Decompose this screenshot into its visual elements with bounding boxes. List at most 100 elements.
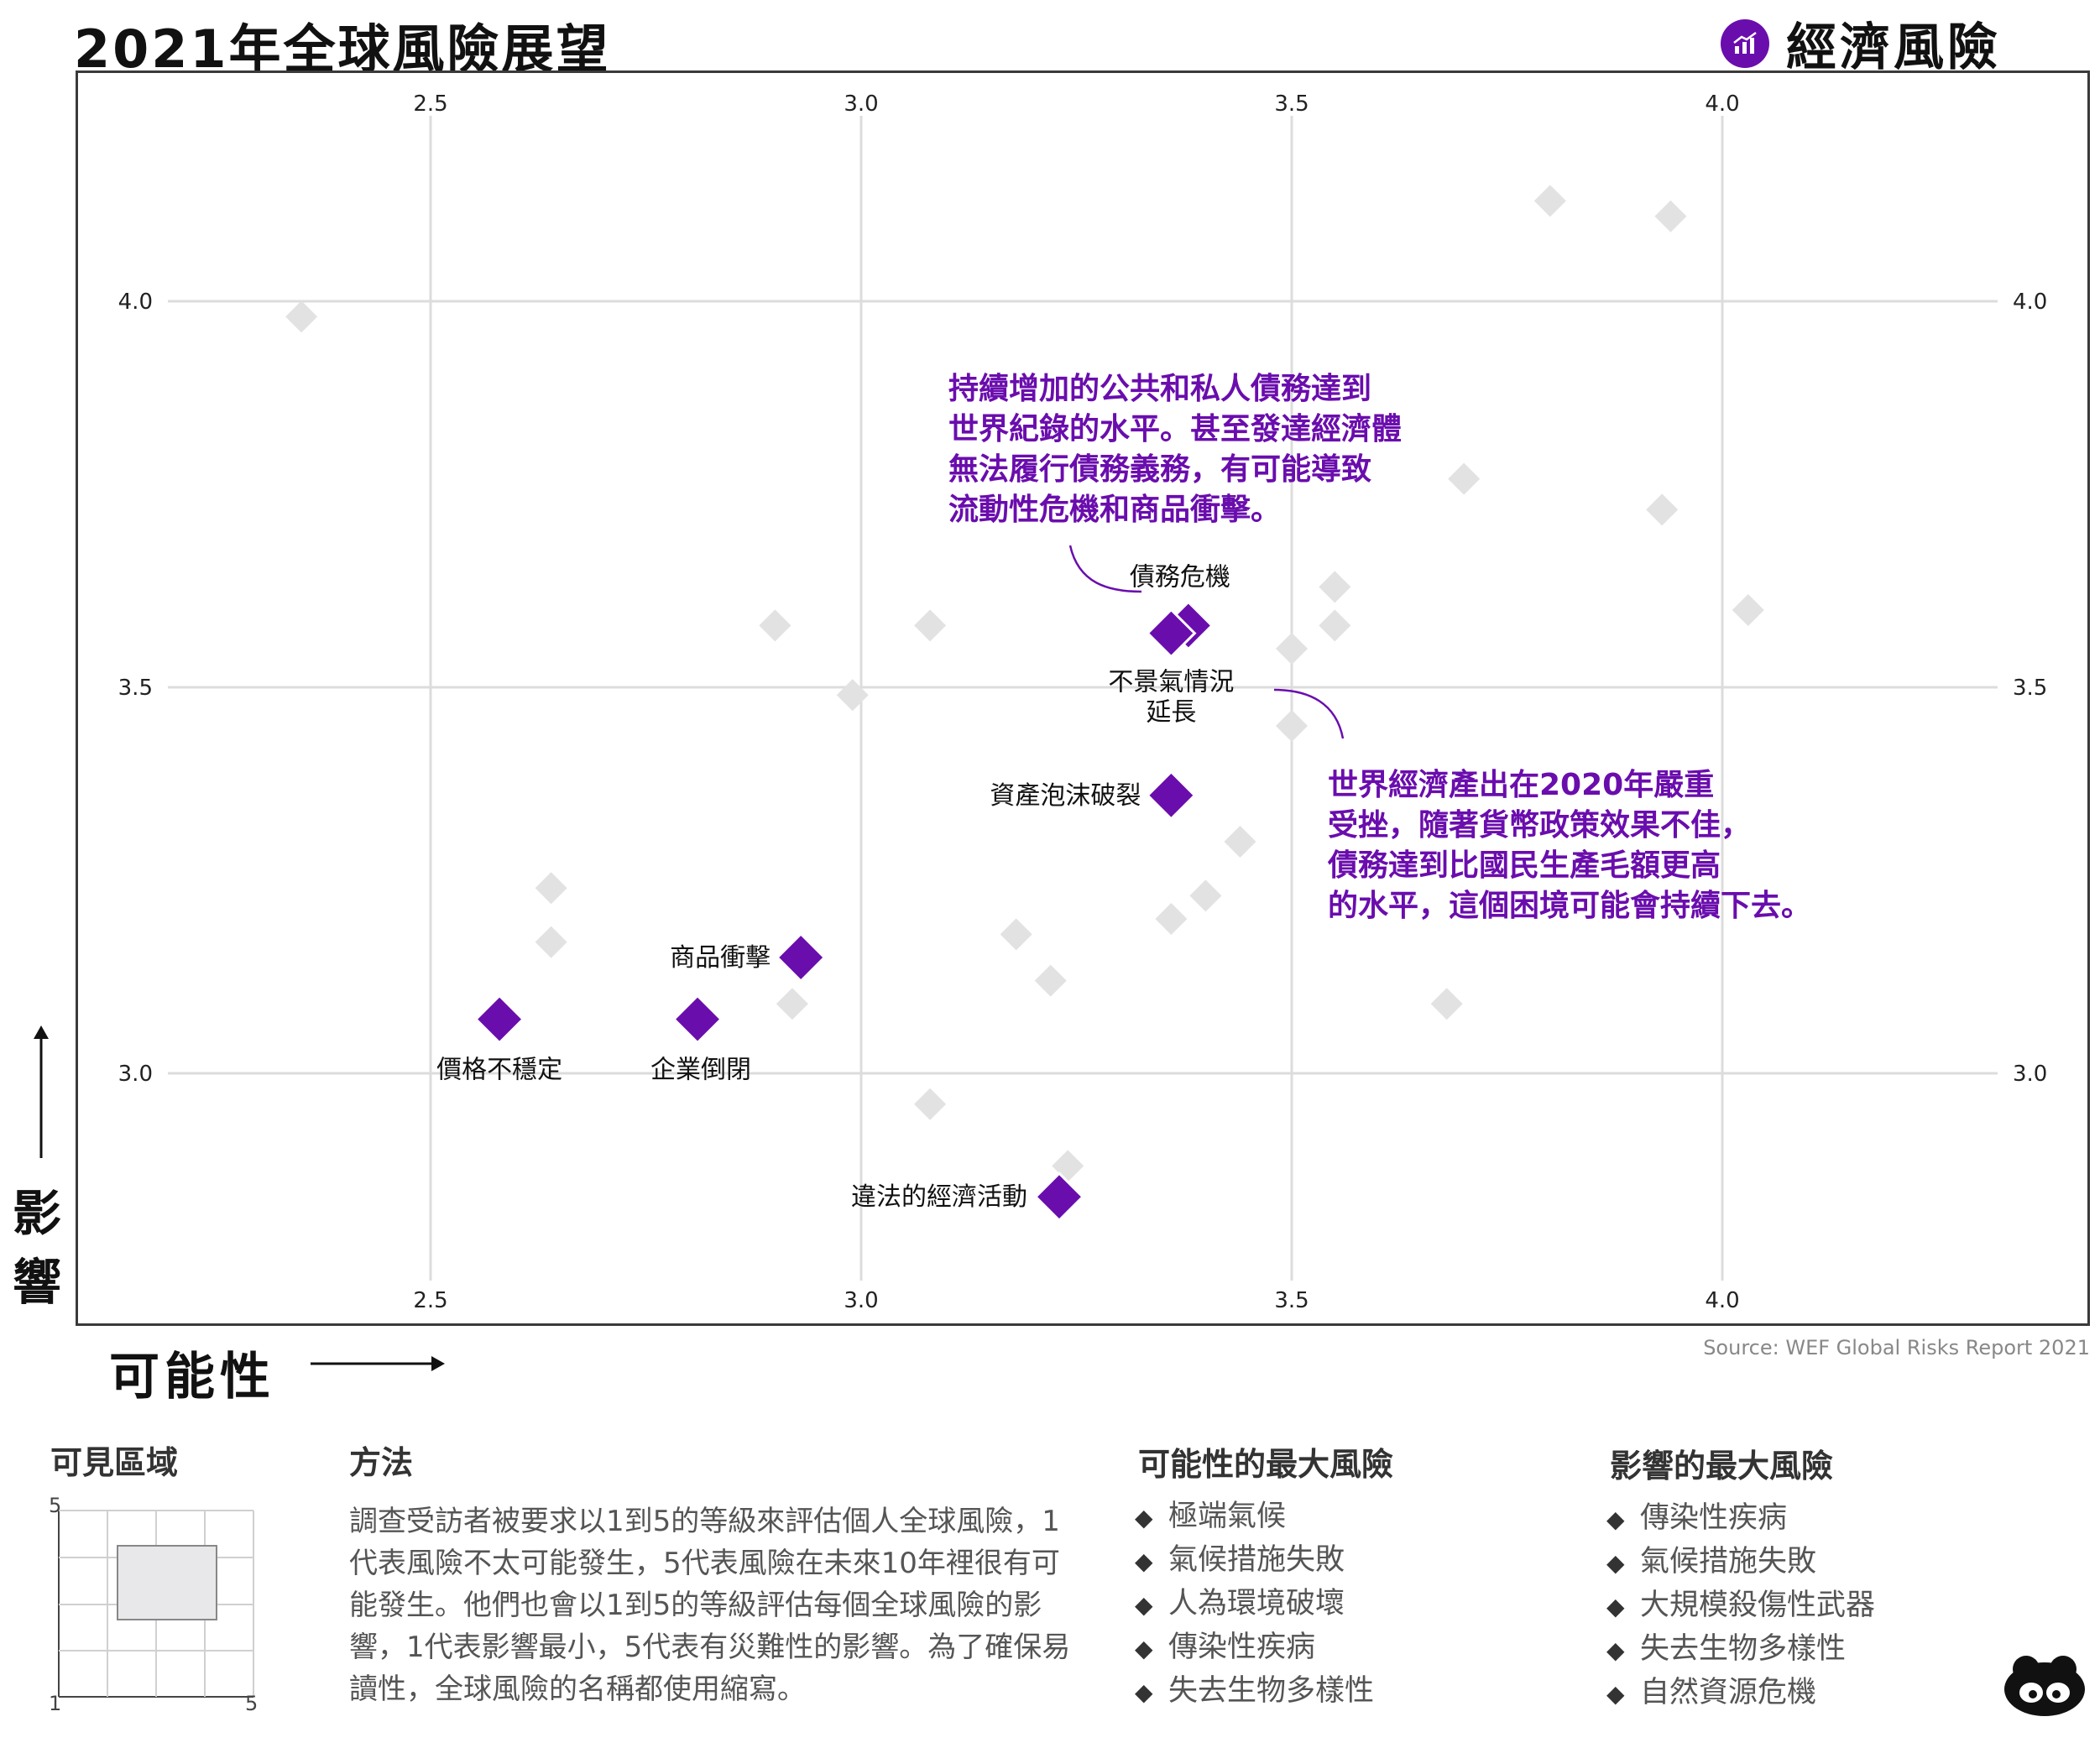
visible-area-max-label: 5 <box>49 1494 62 1517</box>
risk-point <box>1430 988 1463 1020</box>
risk-point <box>836 679 869 712</box>
y-tick-label-right: 3.5 <box>2013 676 2047 701</box>
risk-point <box>1000 918 1032 951</box>
annotation-connectors <box>1068 545 1345 739</box>
y-tick-label-left: 4.0 <box>118 290 153 315</box>
chart-icon <box>1721 18 1769 68</box>
y-tick-label-left: 3.0 <box>118 1062 153 1087</box>
x-tick-label-top: 3.0 <box>844 91 878 117</box>
y-axis-title: 影響 <box>12 1185 61 1311</box>
diamond-bullet-icon: ◆ <box>1135 1678 1153 1706</box>
x-tick-label-top: 4.0 <box>1705 91 1739 117</box>
annotation-output: 世界經濟產出在2020年嚴重 受挫，隨著貨幣政策效果不佳， 債務達到比國民生產毛… <box>1328 768 1812 923</box>
diamond-bullet-icon: ◆ <box>1135 1635 1153 1662</box>
tick-labels: 2.5 2.5 3.0 3.0 3.5 3.5 4.0 4.0 3.0 3.0 3.5 3.5 4.0 4… <box>118 91 2048 1313</box>
source-note: Source: WEF Global Risks Report 2021 <box>1703 1336 2090 1359</box>
list-item: ◆ 自然資源危機 <box>1606 1672 1875 1715</box>
method-title: 方法 <box>349 1444 414 1481</box>
top-impact-list: ◆ 傳染性疾病 ◆ 氣候措施失敗 ◆ 大規模殺傷性武器 ◆ 失去生物多樣性 ◆ 自然資源危… <box>1606 1497 1875 1715</box>
diamond-bullet-icon: ◆ <box>1606 1549 1625 1577</box>
visible-area-title: 可見區域 <box>50 1444 179 1481</box>
diamond-bullet-icon: ◆ <box>1606 1505 1625 1533</box>
risk-point <box>1224 826 1256 858</box>
risk-point <box>1276 710 1308 742</box>
risk-point <box>1276 633 1308 665</box>
diamond-bullet-icon: ◆ <box>1606 1680 1625 1708</box>
category-label: 經濟風險 <box>1786 18 2001 77</box>
top-likelihood-list: ◆ 極端氣候 ◆ 氣候措施失敗 ◆ 人為環境破壞 ◆ 傳染性疾病 ◆ 失去生物多樣性 <box>1135 1495 1374 1714</box>
visible-area-min-label: 1 <box>49 1692 62 1715</box>
list-item: ◆ 大規模殺傷性武器 <box>1606 1584 1875 1628</box>
plot-frame <box>76 70 2090 1326</box>
list-item: ◆ 極端氣候 <box>1135 1495 1374 1539</box>
risk-point <box>1189 879 1222 912</box>
risk-point <box>1646 493 1679 526</box>
risk-point <box>1448 462 1481 495</box>
x-axis-arrow <box>311 1356 445 1371</box>
point-label: 資產泡沫破裂 <box>990 781 1141 811</box>
point-label: 違法的經濟活動 <box>851 1182 1027 1212</box>
y-tick-label-left: 3.5 <box>118 676 153 701</box>
economic-risk-point <box>1146 770 1197 821</box>
x-tick-label-top: 2.5 <box>413 91 447 117</box>
risk-point <box>1319 609 1351 642</box>
visible-area-map <box>58 1510 254 1698</box>
risk-point <box>759 609 791 642</box>
list-item: ◆ 傳染性疾病 <box>1135 1626 1374 1670</box>
list-item: ◆ 失去生物多樣性 <box>1606 1628 1875 1672</box>
risk-point <box>1654 200 1687 232</box>
diamond-bullet-icon: ◆ <box>1135 1504 1153 1531</box>
x-tick-label-bottom: 3.0 <box>844 1288 878 1313</box>
list-item: ◆ 氣候措施失敗 <box>1606 1541 1875 1584</box>
x-tick-label-bottom: 3.5 <box>1274 1288 1309 1313</box>
category-badge: 經濟風險 <box>1721 7 2001 80</box>
annotation-connector-1 <box>1068 545 1142 593</box>
x-tick-label-bottom: 2.5 <box>413 1288 447 1313</box>
risk-point <box>776 988 808 1020</box>
visible-area-max-x-label: 5 <box>245 1692 259 1715</box>
list-item: ◆ 傳染性疾病 <box>1606 1497 1875 1541</box>
y-tick-label-right: 4.0 <box>2013 290 2047 315</box>
diamond-bullet-icon: ◆ <box>1606 1636 1625 1664</box>
risk-point <box>914 609 947 642</box>
diamond-bullet-icon: ◆ <box>1135 1547 1153 1575</box>
x-tick-label-bottom: 4.0 <box>1705 1288 1739 1313</box>
annotation-debt: 持續增加的公共和私人債務達到 世界紀錄的水平。甚至發達經濟體 無法履行債務義務，… <box>948 372 1403 527</box>
other-risk-points <box>285 185 1764 1182</box>
risk-point <box>535 872 567 905</box>
diamond-bullet-icon: ◆ <box>1606 1593 1625 1620</box>
annotation-connector-2 <box>1273 688 1345 739</box>
brand-logo-icon <box>2004 1656 2085 1716</box>
risk-point <box>1155 903 1188 935</box>
risk-point <box>285 300 318 333</box>
list-item: ◆ 失去生物多樣性 <box>1135 1670 1374 1714</box>
x-tick-label-top: 3.5 <box>1274 91 1309 117</box>
point-label: 企業倒閉 <box>650 1056 751 1085</box>
economic-risk-point <box>776 931 827 984</box>
risk-point <box>1319 571 1351 603</box>
list-item: ◆ 氣候措施失敗 <box>1135 1539 1374 1583</box>
y-tick-label-right: 3.0 <box>2013 1062 2047 1087</box>
economic-risk-points <box>473 600 1215 1223</box>
top-impact-title: 影響的最大風險 <box>1610 1448 1834 1484</box>
economic-risk-point <box>473 994 525 1045</box>
list-item: ◆ 人為環境破壞 <box>1135 1583 1374 1626</box>
grid-lines <box>168 116 1998 1281</box>
risk-point <box>914 1088 947 1120</box>
page-title: 2021年全球風險展望 <box>74 18 611 80</box>
risk-point <box>1732 594 1764 626</box>
diamond-bullet-icon: ◆ <box>1135 1591 1153 1619</box>
risk-point <box>1533 185 1566 217</box>
y-axis-arrow <box>34 1025 49 1158</box>
economic-risk-point <box>1146 608 1197 659</box>
economic-risk-point <box>1033 1171 1085 1223</box>
point-label: 不景氣情況延長 <box>1108 668 1234 728</box>
risk-point <box>1034 964 1067 997</box>
top-likelihood-title: 可能性的最大風險 <box>1138 1446 1394 1483</box>
point-label: 債務危機 <box>1130 562 1230 592</box>
point-label: 價格不穩定 <box>436 1056 562 1085</box>
economic-risk-point <box>671 994 724 1045</box>
visible-area-rect <box>117 1545 217 1620</box>
